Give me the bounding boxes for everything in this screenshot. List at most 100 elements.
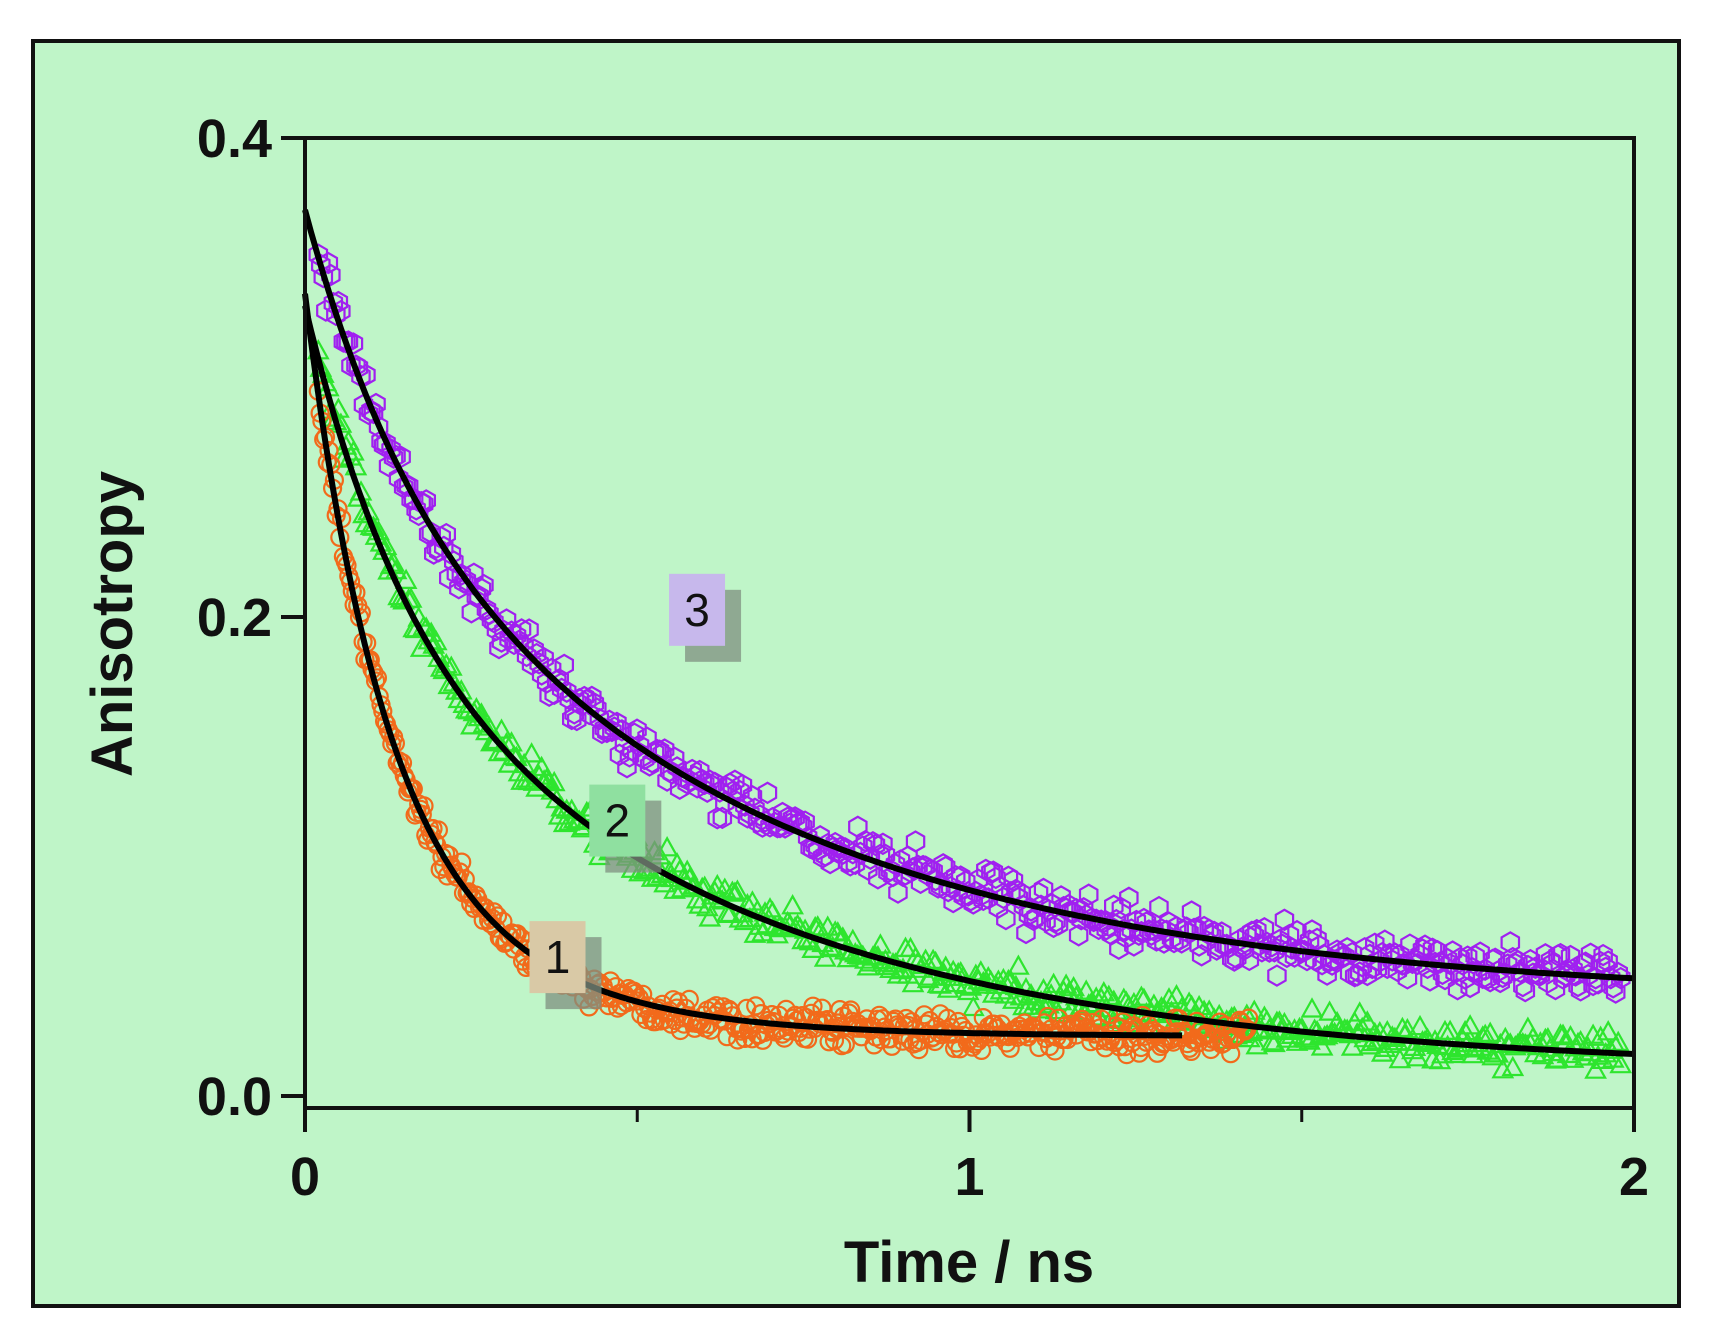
series-3-point <box>712 806 733 830</box>
series-3-point <box>1101 923 1122 946</box>
curve-label-box <box>529 921 586 994</box>
series-3-point <box>1437 947 1458 971</box>
curve-label-text: 3 <box>684 584 710 636</box>
series-3-point <box>406 498 426 521</box>
series-3-point <box>381 438 401 461</box>
series-3-point <box>694 772 715 796</box>
series-1-point <box>425 832 445 852</box>
series-2-point <box>1318 1000 1341 1021</box>
series-3-point <box>1593 943 1613 967</box>
series-3-point <box>336 330 356 354</box>
curve-label-box <box>589 784 646 857</box>
series-2-point <box>342 440 365 461</box>
series-3-point <box>986 866 1006 890</box>
series-3-point <box>1580 942 1601 966</box>
series-3-point <box>1490 970 1511 994</box>
series-3-point <box>1201 924 1222 947</box>
series-3-point <box>358 402 379 426</box>
series-2-point <box>791 928 814 950</box>
series-3-point <box>1068 924 1089 947</box>
series-2-point <box>1004 974 1028 996</box>
series-3-point <box>1600 966 1621 990</box>
series-2-point <box>869 933 892 954</box>
series-1-point <box>909 1039 929 1060</box>
series-3-point <box>1008 886 1029 910</box>
series-3-point <box>594 717 615 740</box>
series-3-point <box>456 569 477 592</box>
series-3-point <box>1442 940 1463 963</box>
series-3-point <box>935 855 956 879</box>
series-3-point <box>1119 886 1139 910</box>
series-3-point <box>609 743 630 767</box>
series-3-point <box>810 825 830 848</box>
series-2-point <box>826 921 850 942</box>
series-2-point <box>936 977 960 998</box>
series-2-point <box>1130 985 1153 1006</box>
series-3-point <box>1390 943 1410 967</box>
series-3-point <box>619 745 640 768</box>
series-2-point <box>1165 984 1188 1005</box>
series-2-point <box>1473 1023 1497 1045</box>
axes-layer: 0 1 2 0.0 0.2 0.4 <box>197 109 1649 1207</box>
series-3-point <box>1144 919 1164 942</box>
series-3-point <box>1109 937 1129 960</box>
series-2-point <box>698 906 722 927</box>
series-3-point <box>1111 896 1132 920</box>
series-2-point <box>1325 1010 1349 1032</box>
series-3-point <box>398 474 419 498</box>
series-2-point <box>901 971 925 993</box>
y-tick-label: 0.2 <box>197 588 272 648</box>
series-2-point <box>1446 1037 1469 1058</box>
series-2-point <box>520 742 543 763</box>
series-3-point <box>461 601 482 624</box>
series-3-point <box>582 685 602 709</box>
series-2-point <box>490 718 513 739</box>
series-3-point <box>1610 966 1631 990</box>
series-3-point <box>745 797 765 821</box>
series-2-point <box>1596 1020 1620 1041</box>
curve-label-text: 1 <box>545 931 571 983</box>
series-3-point <box>1367 957 1388 981</box>
series-3-point <box>602 719 622 743</box>
series-3-point <box>1605 981 1626 1004</box>
series-3-point <box>436 522 456 546</box>
series-3-point <box>1518 954 1538 978</box>
series-3-point <box>1608 961 1629 985</box>
series-3-point <box>1590 950 1611 974</box>
series-3-point <box>1533 958 1553 981</box>
series-3-point <box>383 446 404 469</box>
series-2-point <box>1002 988 1025 1009</box>
series-3-point <box>1249 933 1270 957</box>
curve-label-1: 1 <box>529 921 602 1010</box>
x-tick-label: 2 <box>1619 1147 1649 1207</box>
series-3-point <box>1224 949 1245 972</box>
series-3-point <box>1043 915 1064 939</box>
figure-frame <box>31 39 1681 1308</box>
series-3-point <box>905 830 926 853</box>
series-3-point <box>516 644 537 668</box>
series-3-point <box>900 860 921 884</box>
series-2-point <box>801 937 825 959</box>
series-3-point <box>416 489 436 512</box>
series-3-point <box>1078 883 1099 906</box>
series-3-point <box>499 628 519 651</box>
series-3-point <box>873 832 893 856</box>
series-3-point <box>466 585 487 608</box>
series-3-point <box>885 853 906 876</box>
series-1-point <box>1235 1021 1255 1041</box>
series-3-point <box>1149 895 1169 919</box>
series-2-point <box>1042 972 1065 994</box>
series-3-point <box>1480 969 1501 993</box>
series-3-point <box>1598 950 1618 973</box>
series-2-point <box>1609 1052 1633 1074</box>
series-3-point <box>341 354 361 377</box>
series-3-point <box>519 618 539 641</box>
series-3-point <box>1018 903 1039 927</box>
series-2-point <box>1097 984 1121 1006</box>
series-1-fit-curve <box>302 293 1183 1039</box>
series-2-point <box>675 859 699 880</box>
series-3-point <box>1206 938 1227 961</box>
series-3-point <box>732 773 753 797</box>
curve-labels-layer: 1 2 3 <box>529 573 742 1010</box>
series-3-point <box>627 718 647 741</box>
